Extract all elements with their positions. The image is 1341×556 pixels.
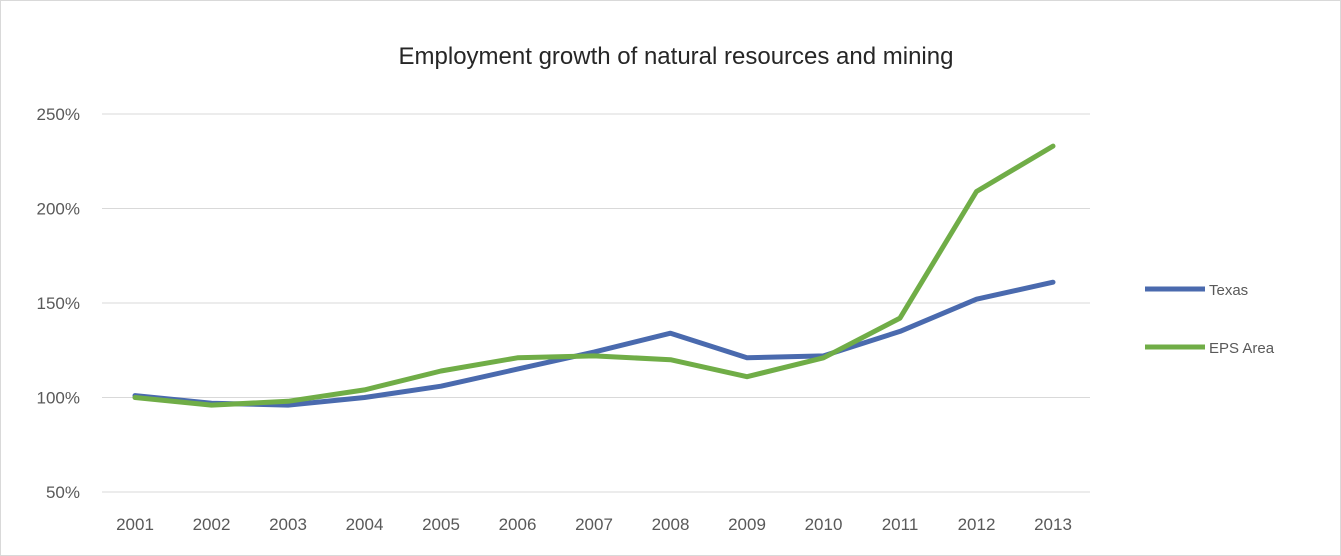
x-axis-tick-labels: 2001 2002 2003 2004 2005 2006 2007 2008 2009 2010… bbox=[116, 515, 1072, 534]
y-tick-label: 100% bbox=[37, 389, 80, 408]
legend-label: Texas bbox=[1209, 282, 1248, 299]
x-tick-label: 2003 bbox=[269, 515, 307, 534]
x-tick-label: 2011 bbox=[882, 515, 919, 534]
x-tick-label: 2012 bbox=[958, 515, 996, 534]
x-tick-label: 2005 bbox=[422, 515, 460, 534]
x-tick-label: 2007 bbox=[575, 515, 613, 534]
y-tick-label: 150% bbox=[37, 294, 80, 313]
chart-title: Employment growth of natural resources a… bbox=[399, 43, 954, 70]
y-tick-label: 200% bbox=[37, 200, 80, 219]
x-tick-label: 2010 bbox=[805, 515, 843, 534]
x-tick-label: 2009 bbox=[728, 515, 766, 534]
y-tick-label: 50% bbox=[46, 483, 80, 502]
legend: Texas EPS Area bbox=[1145, 282, 1275, 357]
x-tick-label: 2004 bbox=[346, 515, 384, 534]
y-axis-tick-labels: 50% 100% 150% 200% 250% bbox=[37, 105, 80, 502]
x-tick-label: 2013 bbox=[1034, 515, 1072, 534]
x-tick-label: 2002 bbox=[193, 515, 231, 534]
x-tick-label: 2008 bbox=[652, 515, 690, 534]
x-tick-label: 2006 bbox=[499, 515, 537, 534]
legend-label: EPS Area bbox=[1209, 340, 1275, 357]
y-tick-label: 250% bbox=[37, 105, 80, 124]
gridlines bbox=[102, 113, 1090, 493]
series-lines bbox=[132, 143, 1056, 408]
series-line-texas bbox=[132, 279, 1056, 408]
series-line-eps-area bbox=[132, 143, 1056, 408]
x-tick-label: 2001 bbox=[116, 515, 154, 534]
